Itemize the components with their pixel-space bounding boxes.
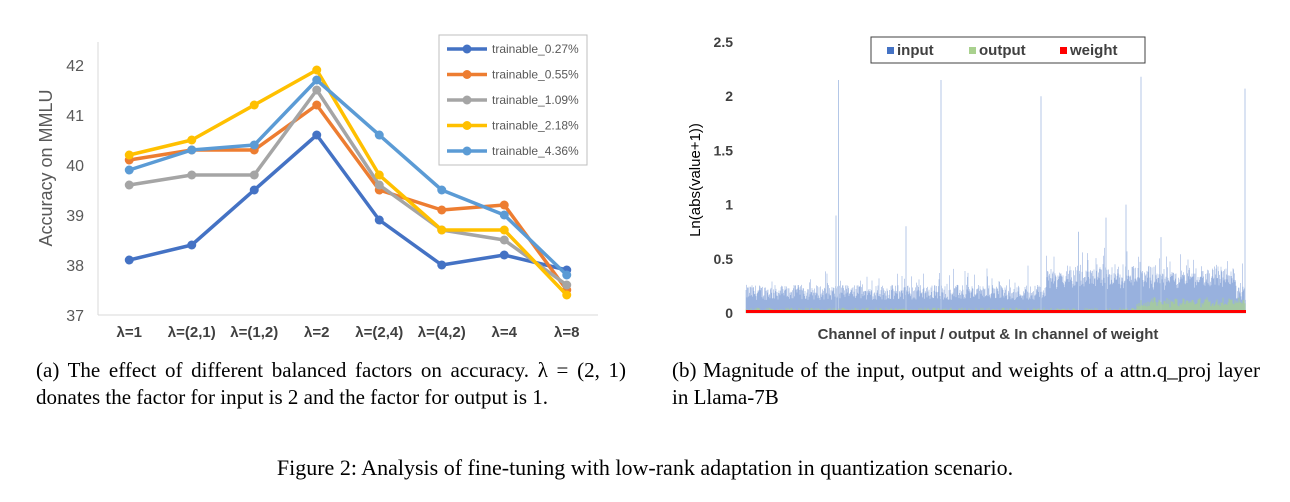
data-point [249,100,259,110]
y-tick-label: 2.5 [714,34,734,50]
x-tick-label: λ=1 [117,324,142,341]
data-point [312,75,322,85]
y-tick-label: 0 [725,305,733,321]
legend-marker [462,70,472,79]
data-point [249,140,259,150]
data-point [312,85,322,95]
y-tick-label: 2 [725,88,733,104]
legend-swatch [887,47,894,54]
legend-swatch [969,47,976,54]
data-point [312,65,322,75]
y-tick-label: 37 [66,308,84,325]
legend-label: input [897,42,934,59]
x-tick-label: λ=2 [304,324,329,341]
data-point [499,250,509,260]
legend-label: trainable_1.09% [492,93,579,107]
legend-label: trainable_0.55% [492,68,579,82]
figure-caption: Figure 2: Analysis of fine-tuning with l… [276,455,1014,480]
x-tick-label: λ=(4,2) [418,324,466,341]
legend-box [438,34,588,166]
y-tick-label: 40 [66,158,84,175]
data-point [124,165,134,175]
data-point [187,170,197,180]
data-point [374,170,384,180]
x-axis-label: Channel of input / output & In channel o… [818,326,1159,343]
y-tick-label: 42 [66,58,84,75]
y-axis-label: Accuracy on MMLU [36,89,56,246]
magnitude-area-chart: 0 0.5 1 1.5 2 2.5 Ln(abs(value+1)) Channel of… [687,34,1246,343]
data-point [374,180,384,190]
legend-marker [462,121,472,130]
data-point [249,185,259,195]
x-tick-label: λ=(1,2) [230,324,278,341]
data-point [187,240,197,250]
data-point [312,100,322,110]
legend-label: trainable_2.18% [492,119,579,133]
legend-swatch [1060,47,1067,54]
caption-a: (a) The effect of different balanced fac… [36,358,626,409]
data-point [437,260,447,270]
y-tick-label: 1.5 [714,142,734,158]
x-tick-label: λ=4 [492,324,518,341]
series-line [128,68,569,297]
data-point [312,130,322,140]
accuracy-line-chart: 37 38 39 40 41 42 λ=1 λ=(2,1) λ=(1,2) λ=2 λ=(2,4)… [36,34,598,341]
y-tick-label: 41 [66,108,84,125]
x-tick-label: λ=(2,4) [355,324,403,341]
data-point [124,150,134,160]
y-axis-label: Ln(abs(value+1)) [687,123,704,237]
legend-label: trainable_4.36% [492,144,579,158]
data-point [437,205,447,215]
legend-marker [462,95,472,105]
legend-marker [462,146,472,156]
data-point [437,225,447,235]
data-point [124,180,134,190]
data-point [374,130,384,140]
series-line [128,133,568,272]
data-point [249,170,259,180]
weight-bar [746,310,1246,313]
y-tick-label: 0.5 [714,251,734,267]
data-point [187,135,197,145]
y-tick-label: 1 [725,197,733,213]
data-point [374,215,384,225]
data-point [124,255,134,265]
data-point [499,210,509,220]
legend-label: trainable_0.27% [492,42,579,56]
data-point [562,290,572,300]
legend-label: weight [1069,42,1118,59]
legend-box [870,36,1146,64]
data-point [437,185,447,195]
series-line [128,88,568,287]
caption-b: (b) Magnitude of the input, output and w… [672,358,1260,409]
data-point [499,200,509,210]
series-line [128,78,568,277]
x-tick-label: λ=(2,1) [168,324,216,341]
data-point [562,280,572,290]
y-tick-label: 38 [66,258,84,275]
data-point [187,145,197,155]
data-point [499,225,509,235]
legend-label: output [979,42,1026,59]
data-point [499,235,509,245]
x-tick-label: λ=8 [554,324,579,341]
data-point [562,270,572,280]
y-tick-label: 39 [66,208,84,225]
legend-marker [462,44,472,54]
